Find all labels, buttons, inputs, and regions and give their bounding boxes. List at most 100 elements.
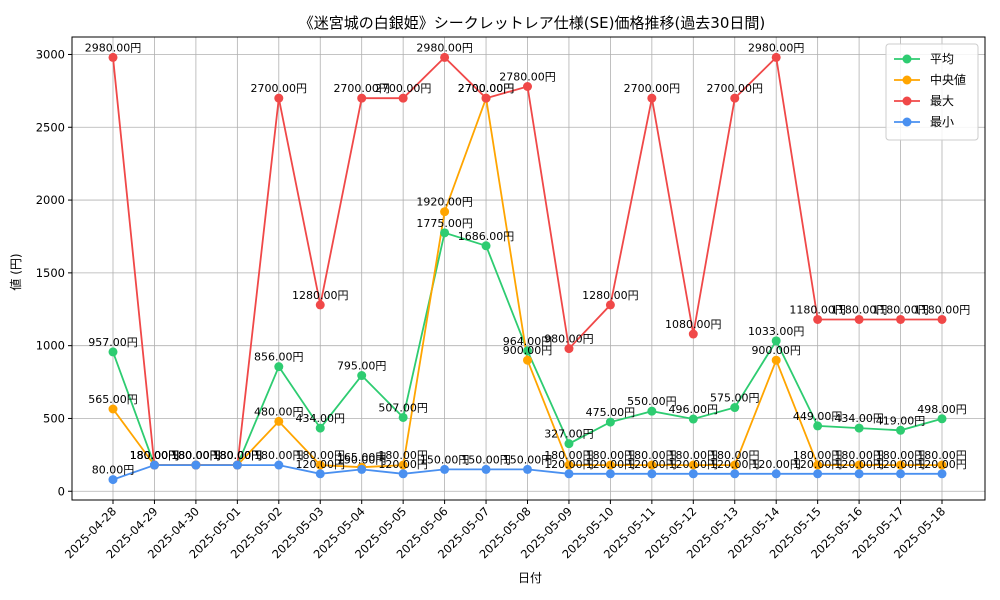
data-label: 180.00円 [171, 449, 221, 462]
data-point [357, 371, 367, 381]
data-point [813, 314, 823, 324]
data-label: 150.00円 [503, 453, 553, 466]
data-point [854, 423, 864, 433]
data-point [357, 464, 367, 474]
data-label: 1775.00円 [416, 217, 473, 230]
data-label: 856.00円 [254, 351, 304, 364]
data-label: 2980.00円 [416, 41, 473, 54]
data-label: 2980.00円 [748, 41, 805, 54]
data-point [854, 314, 864, 324]
data-point [315, 423, 325, 433]
data-label: 180.00円 [544, 449, 594, 462]
data-label: 449.00円 [793, 410, 843, 423]
data-label: 180.00円 [171, 449, 221, 462]
data-point [688, 469, 698, 479]
data-point [896, 314, 906, 324]
data-label: 180.00円 [213, 449, 263, 462]
data-point [481, 93, 491, 103]
data-point [564, 460, 574, 470]
data-point [191, 460, 201, 470]
data-point [481, 464, 491, 474]
data-point [688, 329, 698, 339]
chart-title: 《迷宮城の白銀姫》シークレットレア仕様(SE)価格推移(過去30日間) [299, 14, 766, 32]
data-point [440, 207, 450, 217]
data-point [813, 460, 823, 470]
y-tick-label: 1500 [36, 266, 65, 280]
legend-label: 最大 [930, 94, 954, 108]
data-label: 180.00円 [213, 449, 263, 462]
data-label: 900.00円 [503, 344, 553, 357]
legend-marker [902, 54, 912, 64]
legend-marker [902, 117, 912, 127]
data-label: 1280.00円 [292, 289, 349, 302]
data-label: 180.00円 [834, 449, 884, 462]
data-label: 180.00円 [710, 449, 760, 462]
data-label: 120.00円 [710, 458, 760, 471]
plot-frame [71, 36, 986, 501]
data-label: 120.00円 [586, 458, 636, 471]
data-label: 1080.00円 [665, 318, 722, 331]
data-point [813, 469, 823, 479]
data-label: 2700.00円 [375, 82, 432, 95]
data-label: 1033.00円 [748, 325, 805, 338]
data-point [688, 460, 698, 470]
data-label: 120.00円 [544, 458, 594, 471]
data-label: 180.00円 [378, 449, 428, 462]
data-label: 120.00円 [793, 458, 843, 471]
legend-marker [902, 75, 912, 85]
data-point [564, 439, 574, 449]
grid-lines [72, 37, 985, 500]
data-point [605, 417, 615, 427]
data-label: 180.00円 [213, 449, 263, 462]
data-point [149, 460, 159, 470]
data-label: 120.00円 [627, 458, 677, 471]
data-label: 1180.00円 [789, 303, 846, 316]
data-point [440, 52, 450, 62]
data-point [398, 93, 408, 103]
data-point [937, 469, 947, 479]
data-point [937, 414, 947, 424]
data-point [605, 460, 615, 470]
data-label: 2780.00円 [499, 71, 556, 84]
data-label: 180.00円 [254, 449, 304, 462]
data-label: 180.00円 [213, 449, 263, 462]
data-label: 150.00円 [420, 453, 470, 466]
data-label: 1180.00円 [831, 303, 888, 316]
data-label: 120.00円 [751, 458, 801, 471]
data-label: 507.00円 [378, 401, 428, 414]
data-label: 475.00円 [586, 406, 636, 419]
y-tick-label: 500 [43, 411, 65, 425]
data-point [357, 93, 367, 103]
data-point [108, 347, 118, 357]
legend-box [885, 43, 979, 141]
data-label: 498.00円 [917, 403, 967, 416]
data-label: 120.00円 [876, 458, 926, 471]
data-point [896, 469, 906, 479]
data-point [647, 460, 657, 470]
data-label: 2980.00円 [85, 41, 142, 54]
data-label: 150.00円 [461, 453, 511, 466]
legend-marker [902, 96, 912, 106]
y-tick-label: 2500 [36, 120, 65, 134]
data-label: 120.00円 [378, 458, 428, 471]
data-point [854, 469, 864, 479]
data-label: 550.00円 [627, 395, 677, 408]
data-label: 80.00円 [92, 464, 135, 477]
series-points [108, 52, 947, 485]
data-point [730, 403, 740, 413]
data-point [274, 460, 284, 470]
data-point [771, 355, 781, 365]
data-label: 180.00円 [917, 449, 967, 462]
data-point [688, 414, 698, 424]
data-label: 434.00円 [834, 412, 884, 425]
data-label: 180.00円 [793, 449, 843, 462]
data-label: 165.00円 [337, 451, 387, 464]
data-label: 1920.00円 [416, 196, 473, 209]
data-point [771, 336, 781, 346]
data-point [108, 52, 118, 62]
data-label: 957.00円 [88, 336, 138, 349]
data-point [730, 469, 740, 479]
data-label: 180.00円 [586, 449, 636, 462]
data-label: 795.00円 [337, 360, 387, 373]
